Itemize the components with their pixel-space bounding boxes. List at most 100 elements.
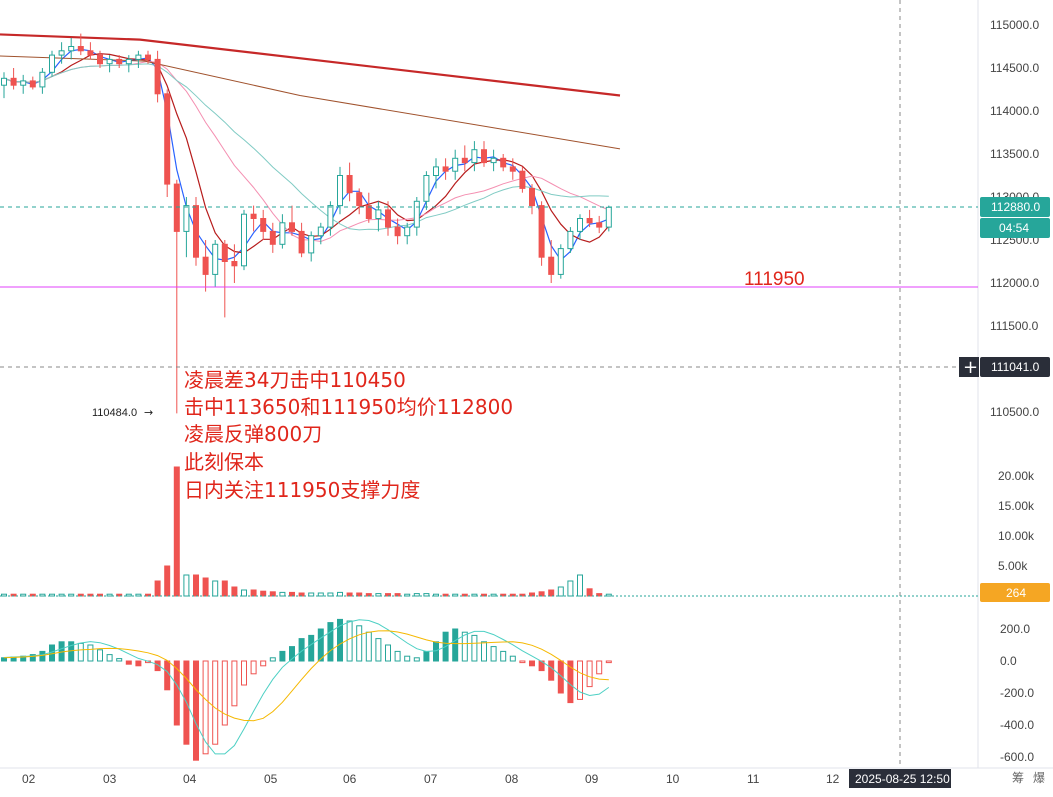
macd-bar bbox=[289, 646, 295, 662]
macd-bar bbox=[202, 660, 209, 755]
candle-body bbox=[308, 235, 315, 254]
macd-bar bbox=[404, 655, 411, 662]
volume-bar bbox=[327, 592, 334, 597]
candle-body bbox=[500, 157, 507, 168]
candle-body bbox=[452, 157, 459, 172]
candle-body bbox=[423, 175, 430, 202]
countdown-tag-text: 04:54 bbox=[999, 221, 1029, 235]
annotation-line-5: 日内关注111950支撑力度 bbox=[184, 478, 420, 502]
candle-body bbox=[202, 256, 209, 275]
annotation-line-2: 击中113650和111950均价112800 bbox=[184, 395, 513, 419]
arrow-right-icon: → bbox=[144, 406, 153, 419]
macd-bar bbox=[125, 660, 132, 665]
candle-body bbox=[567, 230, 574, 250]
annotation-line-3: 凌晨反弹800刀 bbox=[184, 422, 322, 446]
time-tick-label: 03 bbox=[103, 772, 117, 786]
macd-bar bbox=[154, 660, 161, 672]
candle-body bbox=[327, 205, 334, 228]
candle-body bbox=[317, 226, 324, 237]
macd-tick-label: -600.0 bbox=[1000, 750, 1034, 764]
macd-histogram bbox=[1, 618, 612, 761]
candle-body bbox=[346, 175, 353, 194]
volume-bar bbox=[250, 589, 257, 597]
long-moving-average-line bbox=[0, 33, 621, 97]
candle-body bbox=[365, 205, 372, 220]
macd-bar bbox=[269, 657, 276, 662]
candle-body bbox=[135, 54, 142, 60]
support-level-label: 111950 bbox=[744, 269, 805, 290]
macd-bar bbox=[241, 660, 247, 686]
macd-bar bbox=[413, 657, 420, 662]
candle-body bbox=[87, 50, 94, 56]
candle-body bbox=[586, 218, 593, 224]
candle-body bbox=[298, 230, 305, 254]
macd-bar bbox=[308, 634, 315, 662]
macd-bar bbox=[423, 650, 430, 662]
price-tick-label: 112000.0 bbox=[990, 276, 1039, 290]
macd-line bbox=[3, 619, 610, 755]
volume-bar bbox=[548, 589, 555, 597]
candle-body bbox=[529, 187, 535, 207]
volume-bar bbox=[375, 593, 382, 597]
volume-bar bbox=[135, 593, 142, 597]
candle-body bbox=[58, 50, 65, 56]
macd-bar bbox=[260, 660, 267, 667]
time-axis[interactable]: 02 03 04 05 06 07 08 09 10 11 12 bbox=[22, 772, 840, 786]
candle-body bbox=[394, 226, 401, 237]
moving-average-line bbox=[3, 53, 610, 254]
volume-bar bbox=[452, 593, 459, 597]
volume-bar bbox=[557, 586, 564, 597]
macd-bar bbox=[548, 660, 555, 681]
candle-body bbox=[337, 175, 343, 207]
macd-bar bbox=[605, 660, 612, 664]
candle-body bbox=[433, 166, 439, 176]
macd-bar bbox=[519, 660, 526, 664]
price-tick-label: 110500.0 bbox=[990, 405, 1039, 419]
time-tick-label: 02 bbox=[22, 772, 36, 786]
volume-bar bbox=[538, 591, 545, 597]
candle-body bbox=[557, 248, 564, 275]
volume-bar bbox=[173, 466, 180, 597]
last-price-tag-text: 112880.0 bbox=[991, 200, 1040, 214]
macd-bar bbox=[385, 644, 391, 662]
candle-body bbox=[125, 58, 132, 65]
moving-averages bbox=[0, 33, 621, 262]
macd-bar bbox=[375, 638, 382, 662]
macd-bar bbox=[221, 660, 228, 726]
settings-glyph-1[interactable]: 筹 bbox=[1012, 771, 1024, 785]
candle-body bbox=[442, 166, 449, 172]
candle-body bbox=[116, 58, 123, 65]
volume-bar bbox=[586, 588, 593, 597]
candle-body bbox=[490, 157, 497, 164]
annotation-line-4: 此刻保本 bbox=[184, 450, 264, 474]
volume-bar bbox=[154, 580, 161, 597]
macd-bar bbox=[577, 660, 583, 700]
macd-bar bbox=[481, 641, 487, 662]
macd-bar bbox=[452, 628, 459, 662]
volume-tick-label: 10.00k bbox=[998, 529, 1035, 543]
volume-bar bbox=[471, 593, 478, 597]
macd-bar bbox=[250, 660, 257, 675]
moving-average-line bbox=[3, 48, 610, 262]
crosshair-add-button[interactable] bbox=[959, 357, 979, 377]
volume-bar bbox=[221, 580, 228, 597]
volume-bar bbox=[269, 591, 276, 597]
macd-bar bbox=[193, 660, 199, 761]
candle-body bbox=[39, 71, 46, 88]
macd-bar bbox=[231, 660, 238, 707]
volume-bar bbox=[116, 593, 123, 597]
macd-bar bbox=[471, 634, 478, 662]
macd-bar bbox=[586, 660, 593, 688]
candle-body bbox=[183, 205, 190, 232]
volume-last-text: 264 bbox=[1006, 586, 1026, 600]
volume-bar bbox=[164, 565, 171, 597]
macd-bar bbox=[356, 625, 363, 662]
macd-tick-label: -200.0 bbox=[1000, 686, 1034, 700]
volume-tick-label: 5.00k bbox=[998, 559, 1028, 573]
candle-body bbox=[231, 261, 238, 267]
price-tick-label: 114000.0 bbox=[990, 104, 1039, 118]
macd-bar bbox=[87, 644, 94, 662]
settings-glyph-2[interactable]: 爆 bbox=[1033, 771, 1045, 785]
macd-tick-label: -400.0 bbox=[1000, 718, 1034, 732]
